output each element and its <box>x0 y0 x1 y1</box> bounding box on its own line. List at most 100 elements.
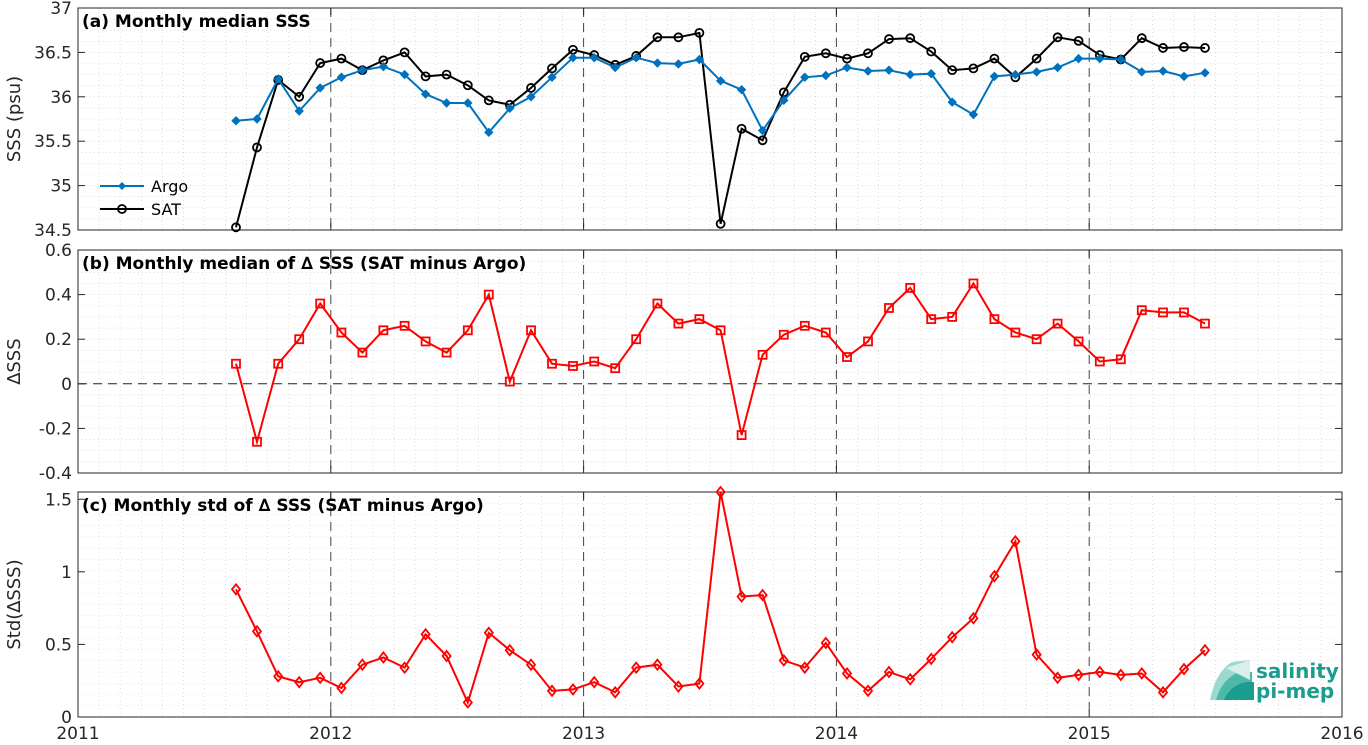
legend-label: SAT <box>151 200 181 219</box>
data-point <box>799 51 810 62</box>
data-point <box>610 363 621 374</box>
data-point <box>567 682 579 696</box>
data-point <box>863 48 873 59</box>
data-point <box>1158 43 1168 53</box>
data-point <box>1094 356 1105 367</box>
salinity-pi-mep-logo: salinity pi-mep <box>1210 659 1339 703</box>
data-point <box>1073 53 1084 64</box>
y-tick-label: 36 <box>50 88 72 108</box>
data-point <box>820 636 831 650</box>
data-point <box>778 653 789 667</box>
data-point <box>294 91 305 102</box>
y-tick-label: 36.5 <box>34 43 72 63</box>
data-point <box>441 649 452 663</box>
data-point <box>1137 67 1147 77</box>
data-point <box>905 283 916 293</box>
y-tick-label: 34.5 <box>34 221 72 241</box>
data-point <box>1200 318 1210 329</box>
data-point <box>315 58 326 68</box>
data-point <box>1136 33 1147 44</box>
data-point <box>842 53 852 64</box>
data-point <box>1052 62 1063 73</box>
data-point <box>315 671 326 685</box>
data-point <box>1094 665 1105 679</box>
series-line <box>235 491 1206 706</box>
y-tick-label: -0.2 <box>39 419 72 439</box>
data-point <box>420 336 431 347</box>
data-point <box>336 53 347 64</box>
panel-title: (b) Monthly median of ∆ SSS (SAT minus A… <box>82 254 526 274</box>
data-point <box>1158 307 1168 318</box>
panel-title: (c) Monthly std of ∆ SSS (SAT minus Argo… <box>82 496 484 516</box>
data-point <box>1010 534 1021 548</box>
data-point <box>1031 53 1042 64</box>
data-point <box>231 222 241 233</box>
data-point <box>589 53 599 63</box>
data-point <box>1073 336 1084 347</box>
legend-label: Argo <box>151 177 188 196</box>
x-tick-label: 2013 <box>562 724 605 744</box>
data-point <box>441 98 452 108</box>
data-point <box>420 71 431 82</box>
data-point <box>357 347 368 358</box>
data-point <box>715 218 726 229</box>
series-line <box>235 281 1206 446</box>
data-point <box>294 106 304 116</box>
data-point <box>420 627 431 641</box>
data-point <box>652 658 663 672</box>
y-tick-label: 35 <box>50 177 72 197</box>
data-point <box>905 69 915 80</box>
data-point <box>1010 69 1021 80</box>
y-axis-label: SSS (psu) <box>4 76 25 162</box>
data-point <box>673 59 684 69</box>
data-point <box>757 588 768 602</box>
x-tick-label: 2014 <box>815 724 858 744</box>
data-point <box>1157 685 1169 699</box>
data-point <box>1116 54 1126 65</box>
y-tick-label: 1.5 <box>45 490 72 510</box>
data-point <box>252 114 262 124</box>
data-point <box>947 630 958 644</box>
data-point <box>652 32 663 43</box>
data-point <box>799 661 810 675</box>
data-point <box>715 325 726 336</box>
data-point <box>357 658 368 672</box>
data-point <box>462 325 473 336</box>
logo-text-salinity: salinity <box>1256 659 1339 683</box>
data-point <box>336 681 347 695</box>
data-point <box>800 72 810 82</box>
y-axis-label: Std(∆SSS) <box>4 559 25 649</box>
data-point <box>673 318 684 329</box>
data-point <box>1073 35 1084 46</box>
data-point <box>463 98 473 108</box>
data-point <box>441 347 452 358</box>
y-axis-label: ∆SSS <box>4 338 25 385</box>
data-point <box>736 123 747 134</box>
data-point <box>1073 668 1084 682</box>
data-point <box>926 652 937 666</box>
data-point <box>1010 327 1021 338</box>
data-point <box>989 53 1000 64</box>
data-point <box>462 696 473 709</box>
data-point <box>652 58 663 68</box>
data-point <box>610 685 621 699</box>
y-tick-label: 0.2 <box>45 330 72 350</box>
y-tick-label: 0.4 <box>45 286 72 306</box>
data-point <box>968 63 979 74</box>
data-point <box>1200 43 1210 53</box>
series-argo <box>231 53 1210 138</box>
logo-text-pi-mep: pi-mep <box>1256 679 1334 703</box>
data-point <box>757 349 768 360</box>
axes-box <box>77 249 1343 474</box>
y-tick-label: 0.6 <box>45 241 72 261</box>
data-point <box>947 97 957 107</box>
data-point <box>1136 305 1147 316</box>
data-point <box>631 53 641 63</box>
data-point <box>483 626 494 640</box>
data-point <box>905 672 916 686</box>
data-point <box>989 569 1000 583</box>
data-point <box>736 430 747 440</box>
data-point <box>483 95 494 106</box>
logo-wave-icon <box>1210 660 1254 700</box>
